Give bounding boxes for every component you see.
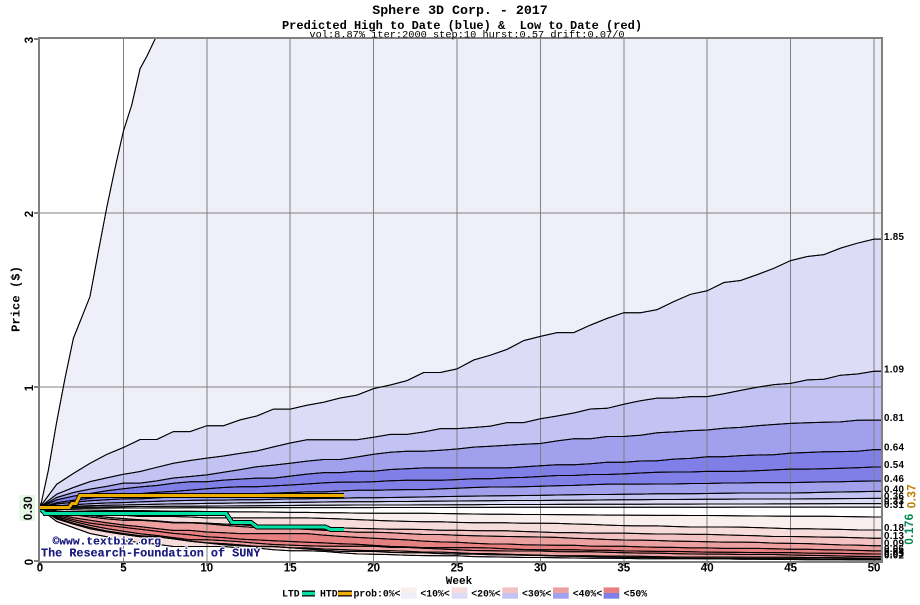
svg-text:0.30: 0.30 xyxy=(23,496,35,520)
svg-text:0.02: 0.02 xyxy=(884,551,905,562)
svg-text:<10%<: <10%< xyxy=(420,589,450,600)
svg-text:HTD: HTD xyxy=(320,589,338,600)
svg-text:0.03: 0.03 xyxy=(884,549,905,560)
svg-text:50: 50 xyxy=(868,563,881,575)
svg-text:1.09: 1.09 xyxy=(884,364,905,375)
svg-text:35: 35 xyxy=(617,563,630,575)
svg-text:0.176: 0.176 xyxy=(904,513,916,544)
svg-text:0: 0 xyxy=(37,563,43,575)
svg-text:0.06: 0.06 xyxy=(884,544,905,555)
svg-text:1.85: 1.85 xyxy=(884,232,905,243)
svg-text:<50%: <50% xyxy=(624,589,648,600)
svg-text:10: 10 xyxy=(200,563,213,575)
svg-text:The Research-Foundation of SUN: The Research-Foundation of SUNY xyxy=(41,547,261,561)
svg-text:15: 15 xyxy=(284,563,297,575)
svg-text:©www.textbiz.org: ©www.textbiz.org xyxy=(53,537,162,549)
svg-text:LTD: LTD xyxy=(282,589,300,600)
svg-text:The Research-Foundation of SUN: The Research-Foundation of SUNY xyxy=(41,547,261,561)
svg-text:0.04: 0.04 xyxy=(884,547,905,558)
svg-text:vol:8.87% iter:2000 step:10 hu: vol:8.87% iter:2000 step:10 hurst:0.57 d… xyxy=(309,30,624,42)
svg-text:0.64: 0.64 xyxy=(884,443,905,454)
svg-text:Price ($): Price ($) xyxy=(10,266,24,332)
svg-text:40: 40 xyxy=(701,563,714,575)
svg-text:3: 3 xyxy=(24,37,36,43)
svg-text:<30%<: <30%< xyxy=(522,589,552,600)
svg-text:0: 0 xyxy=(24,559,36,565)
svg-text:0.36: 0.36 xyxy=(884,491,905,502)
svg-text:0.33: 0.33 xyxy=(884,497,905,508)
svg-text:0.18: 0.18 xyxy=(884,523,905,534)
svg-text:5: 5 xyxy=(120,563,127,575)
svg-text:©www.textbiz.org: ©www.textbiz.org xyxy=(53,537,162,549)
svg-text:<40%<: <40%< xyxy=(573,589,603,600)
svg-text:0.37: 0.37 xyxy=(907,484,919,508)
svg-text:0.40: 0.40 xyxy=(884,484,905,495)
svg-text:0.81: 0.81 xyxy=(884,413,905,424)
svg-text:<20%<: <20%< xyxy=(471,589,501,600)
svg-text:1: 1 xyxy=(24,384,36,391)
svg-text:2: 2 xyxy=(24,211,36,217)
svg-text:25: 25 xyxy=(451,563,464,575)
svg-text:0.31: 0.31 xyxy=(884,500,905,511)
svg-text:prob:0%<: prob:0%< xyxy=(354,589,401,600)
svg-text:0.46: 0.46 xyxy=(884,474,905,485)
svg-text:Week: Week xyxy=(446,576,473,588)
svg-text:Sphere 3D Corp. - 2017: Sphere 3D Corp. - 2017 xyxy=(372,3,548,18)
svg-text:20: 20 xyxy=(367,563,380,575)
svg-text:45: 45 xyxy=(784,563,797,575)
svg-text:30: 30 xyxy=(534,563,547,575)
svg-text:Predicted High to Date (blue): Predicted High to Date (blue) & Low to D… xyxy=(282,19,642,33)
svg-text:0.13: 0.13 xyxy=(884,531,905,542)
svg-text:0.09: 0.09 xyxy=(884,539,905,550)
svg-text:0.54: 0.54 xyxy=(884,460,905,471)
